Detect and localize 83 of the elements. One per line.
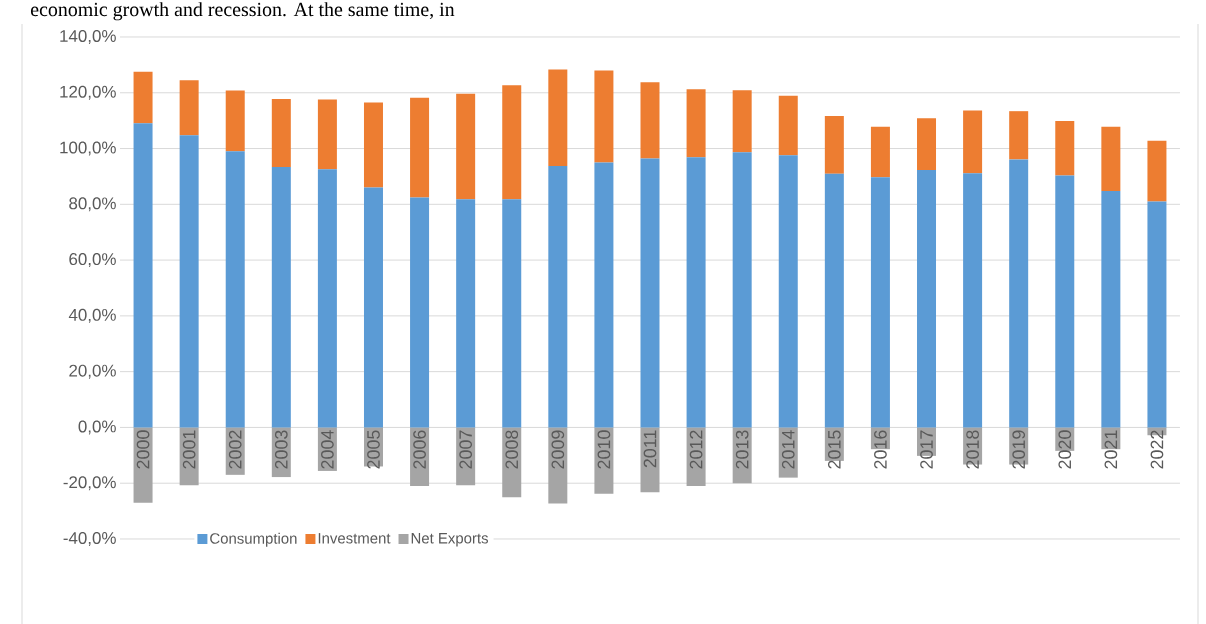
bar bbox=[548, 166, 568, 428]
bar bbox=[179, 135, 199, 428]
bar bbox=[824, 115, 844, 174]
legend-label: Investment bbox=[318, 533, 391, 544]
bar bbox=[225, 151, 245, 428]
bar bbox=[179, 80, 199, 136]
bar bbox=[1009, 111, 1029, 160]
x-tick-label: 2021 bbox=[1104, 430, 1118, 469]
x-tick-label: 2017 bbox=[920, 430, 933, 469]
y-tick-label: 120,0% bbox=[60, 85, 116, 100]
bar bbox=[317, 169, 337, 428]
bar bbox=[1055, 175, 1075, 428]
y-tick-label: -20,0% bbox=[63, 476, 116, 491]
bar bbox=[225, 90, 245, 152]
x-tick-label: 2005 bbox=[367, 430, 380, 469]
y-tick-label: 100,0% bbox=[60, 141, 116, 156]
x-tick-label: 2011 bbox=[643, 430, 657, 468]
y-tick-label: 60,0% bbox=[69, 253, 116, 268]
bar bbox=[778, 95, 798, 156]
x-tick-label: 2007 bbox=[459, 430, 472, 469]
bar bbox=[963, 110, 983, 174]
y-tick-label: 40,0% bbox=[68, 308, 116, 323]
bar bbox=[870, 177, 890, 428]
bar bbox=[1009, 159, 1029, 428]
bar bbox=[594, 70, 614, 163]
bar bbox=[640, 82, 660, 159]
bar bbox=[732, 90, 752, 153]
bar bbox=[410, 97, 430, 198]
bar bbox=[271, 166, 291, 428]
y-tick-label: 140,0% bbox=[60, 29, 116, 44]
bar bbox=[824, 173, 844, 428]
bar bbox=[686, 89, 706, 158]
legend-label: Consumption bbox=[210, 532, 297, 547]
x-tick-label: 2015 bbox=[828, 430, 841, 469]
bar bbox=[502, 85, 522, 200]
bar bbox=[1147, 201, 1167, 428]
y-tick-label: 0,0% bbox=[78, 420, 116, 435]
bar bbox=[133, 71, 153, 124]
bar bbox=[963, 173, 983, 428]
bar bbox=[686, 157, 706, 428]
x-tick-label: 2016 bbox=[874, 430, 887, 469]
y-tick-label: -40,0% bbox=[63, 531, 116, 546]
bar bbox=[271, 98, 291, 167]
bar bbox=[732, 152, 752, 428]
x-tick-label: 2009 bbox=[551, 430, 565, 469]
x-tick-label: 2010 bbox=[597, 430, 611, 469]
bar bbox=[502, 199, 522, 428]
bar bbox=[363, 102, 383, 188]
legend-label: Net Exports bbox=[411, 533, 489, 547]
x-tick-label: 2004 bbox=[321, 430, 334, 469]
bar bbox=[548, 69, 568, 167]
bar bbox=[133, 123, 153, 428]
bar bbox=[456, 199, 476, 428]
x-tick-label: 2001 bbox=[182, 430, 196, 469]
bar bbox=[917, 170, 937, 428]
y-tick-label: 80,0% bbox=[69, 197, 116, 212]
x-tick-label: 2022 bbox=[1150, 430, 1164, 469]
x-tick-label: 2006 bbox=[413, 430, 426, 469]
bar bbox=[1055, 120, 1075, 176]
x-tick-label: 2000 bbox=[136, 430, 150, 469]
x-tick-label: 2013 bbox=[735, 430, 749, 469]
x-tick-label: 2020 bbox=[1058, 430, 1072, 469]
bar bbox=[870, 126, 890, 178]
text: economic growth and recession. At the same time, in bbox=[30, 2, 455, 21]
x-tick-label: 2012 bbox=[689, 430, 703, 469]
bar bbox=[917, 118, 937, 171]
bar bbox=[640, 158, 660, 428]
x-tick-label: 2014 bbox=[781, 430, 795, 469]
bar bbox=[1101, 190, 1121, 428]
x-tick-label: 2002 bbox=[228, 430, 242, 469]
y-tick-label: 20,0% bbox=[69, 364, 116, 379]
x-tick-label: 2018 bbox=[966, 430, 979, 469]
bar bbox=[594, 162, 614, 428]
bar bbox=[410, 197, 430, 428]
bar bbox=[1101, 126, 1121, 191]
bar bbox=[1147, 140, 1167, 202]
bar bbox=[456, 93, 476, 200]
bar bbox=[778, 155, 798, 428]
x-tick-label: 2019 bbox=[1012, 430, 1026, 469]
bar bbox=[363, 187, 383, 428]
x-tick-label: 2003 bbox=[274, 430, 288, 469]
x-tick-label: 2008 bbox=[505, 430, 519, 469]
bar bbox=[317, 99, 337, 170]
